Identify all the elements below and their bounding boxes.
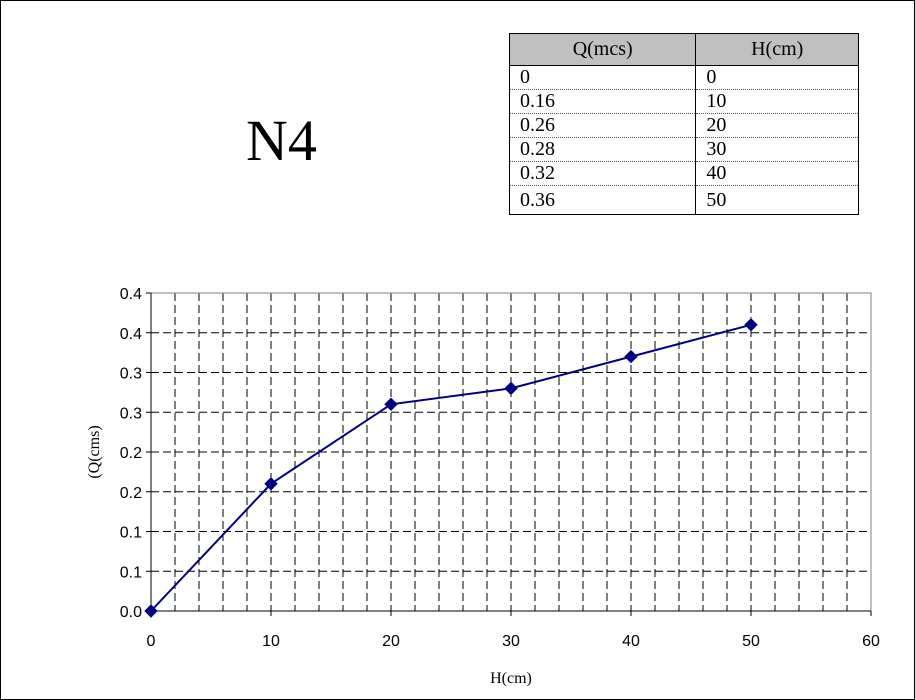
x-tick-label: 50 [742,633,760,650]
table-header-row: Q(mcs) H(cm) [508,33,859,66]
table-row: 0.16 10 [508,89,859,114]
table-cell-q: 0.28 [508,137,697,162]
table-row: 0.32 40 [508,161,859,186]
x-tick-label: 0 [147,633,156,650]
data-point-marker [384,397,398,412]
y-tick-label: 0.1 [120,525,142,542]
data-point-marker [264,477,278,491]
x-tick-label: 30 [502,633,520,650]
x-tick-label: 20 [382,633,400,650]
y-tick-label: 0.0 [120,604,142,621]
y-tick-label: 0.4 [120,326,142,343]
x-axis-title: H(cm) [490,670,532,687]
data-point-marker [144,604,158,618]
table-row: 0.36 50 [508,185,859,215]
y-tick-label: 0.1 [120,564,142,581]
table-row: 0.26 20 [508,113,859,138]
table-cell-q: 0 [508,65,697,90]
y-tick-label: 0.3 [120,366,142,383]
table-cell-q: 0.26 [508,113,697,138]
table-cell-q: 0.32 [508,161,697,186]
y-tick-label: 0.2 [120,485,142,502]
table-header-h: H(cm) [695,33,859,66]
table-cell-h: 40 [695,161,859,186]
table-cell-h: 30 [695,137,859,162]
x-tick-labels: 0 10 20 30 40 50 60 [147,633,880,650]
y-tick-label: 0.4 [120,286,142,303]
grid-lines [151,293,871,611]
y-tick-labels: 0.0 0.1 0.1 0.2 0.2 0.3 0.3 0.4 0.4 [120,286,142,621]
table-header-q: Q(mcs) [508,33,697,66]
y-axis-title: (Q(cms) [86,425,103,478]
axis-tick-marks [146,292,872,616]
table-cell-q: 0.36 [508,185,697,215]
data-point-marker [624,349,638,364]
table-cell-h: 0 [695,65,859,90]
table-cell-h: 20 [695,113,859,138]
series-markers [144,318,758,618]
x-tick-label: 40 [622,633,640,650]
data-point-marker [504,381,518,396]
series-line [150,323,752,612]
table-cell-q: 0.16 [508,89,697,114]
x-tick-label: 60 [862,633,880,650]
table-cell-h: 10 [695,89,859,114]
chart-title: N4 [246,108,317,173]
table-cell-h: 50 [695,185,859,215]
y-tick-label: 0.3 [120,405,142,422]
data-point-marker [744,318,758,332]
table-row: 0.28 30 [508,137,859,162]
x-tick-label: 10 [262,633,280,650]
y-tick-label: 0.2 [120,445,142,462]
